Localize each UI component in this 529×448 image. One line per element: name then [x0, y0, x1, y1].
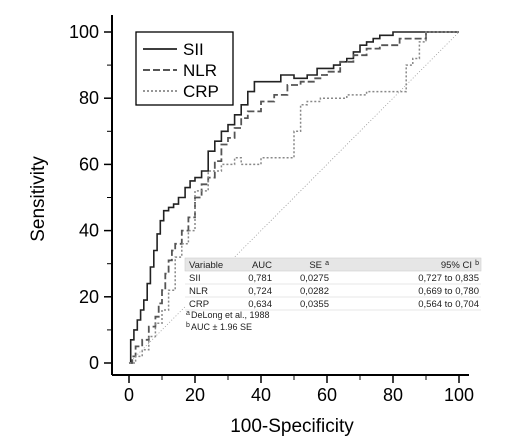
footnote-mark: b — [186, 322, 190, 329]
curve-nlr — [129, 31, 459, 364]
x-tick-label: 0 — [124, 385, 134, 405]
legend-label-crp: CRP — [183, 82, 219, 101]
table-header-superscript: b — [475, 260, 479, 267]
x-tick-label: 40 — [251, 385, 271, 405]
legend: SII NLR CRP — [135, 31, 234, 106]
roc-curves — [129, 31, 459, 364]
legend-box — [135, 31, 234, 106]
table-cell: 0,564 to 0,704 — [418, 299, 479, 310]
table-header-cell: 95% CI — [441, 260, 472, 271]
y-axis-ticks: 0 20 40 60 80 100 — [69, 22, 112, 373]
table-cell: SII — [189, 273, 201, 284]
table-cell: 0,669 to 0,780 — [418, 286, 479, 297]
table-header-superscript: a — [325, 260, 329, 267]
axes — [111, 15, 469, 376]
legend-label-nlr: NLR — [183, 61, 217, 80]
table-header-row — [184, 257, 482, 272]
footnote-mark: a — [186, 310, 190, 317]
x-tick-label: 20 — [185, 385, 205, 405]
footnote-text: AUC ± 1.96 SE — [191, 322, 252, 332]
x-tick-label: 100 — [444, 385, 474, 405]
legend-label-sii: SII — [183, 40, 204, 59]
y-tick-label: 100 — [69, 22, 99, 42]
x-axis-title: 100-Specificity — [230, 416, 354, 437]
table-cell: 0,0282 — [300, 286, 329, 297]
y-tick-label: 80 — [79, 88, 99, 108]
x-tick-label: 80 — [383, 385, 403, 405]
y-tick-label: 0 — [89, 353, 99, 373]
x-tick-label: 60 — [317, 385, 337, 405]
y-tick-label: 40 — [79, 221, 99, 241]
table-header-cell: Variable — [189, 260, 223, 271]
y-axis-title: Sensitivity — [28, 156, 49, 242]
table-cell: 0,727 to 0,835 — [418, 273, 479, 284]
table-cell: 0,0355 — [300, 299, 329, 310]
table-cell: NLR — [189, 286, 208, 297]
footnote-text: DeLong et al., 1988 — [191, 310, 270, 320]
table-cell: CRP — [189, 299, 209, 310]
table-cell: 0,634 — [248, 299, 272, 310]
table-cell: 0,0275 — [300, 273, 329, 284]
table-header-cell: AUC — [252, 260, 272, 271]
y-tick-label: 60 — [79, 154, 99, 174]
x-axis-ticks: 0 20 40 60 80 100 — [124, 375, 474, 405]
curve-sii — [129, 31, 459, 364]
table-header-cell: SE — [309, 260, 322, 271]
table-cell: 0,724 — [248, 286, 272, 297]
y-tick-label: 20 — [79, 287, 99, 307]
table-cell: 0,781 — [248, 273, 272, 284]
